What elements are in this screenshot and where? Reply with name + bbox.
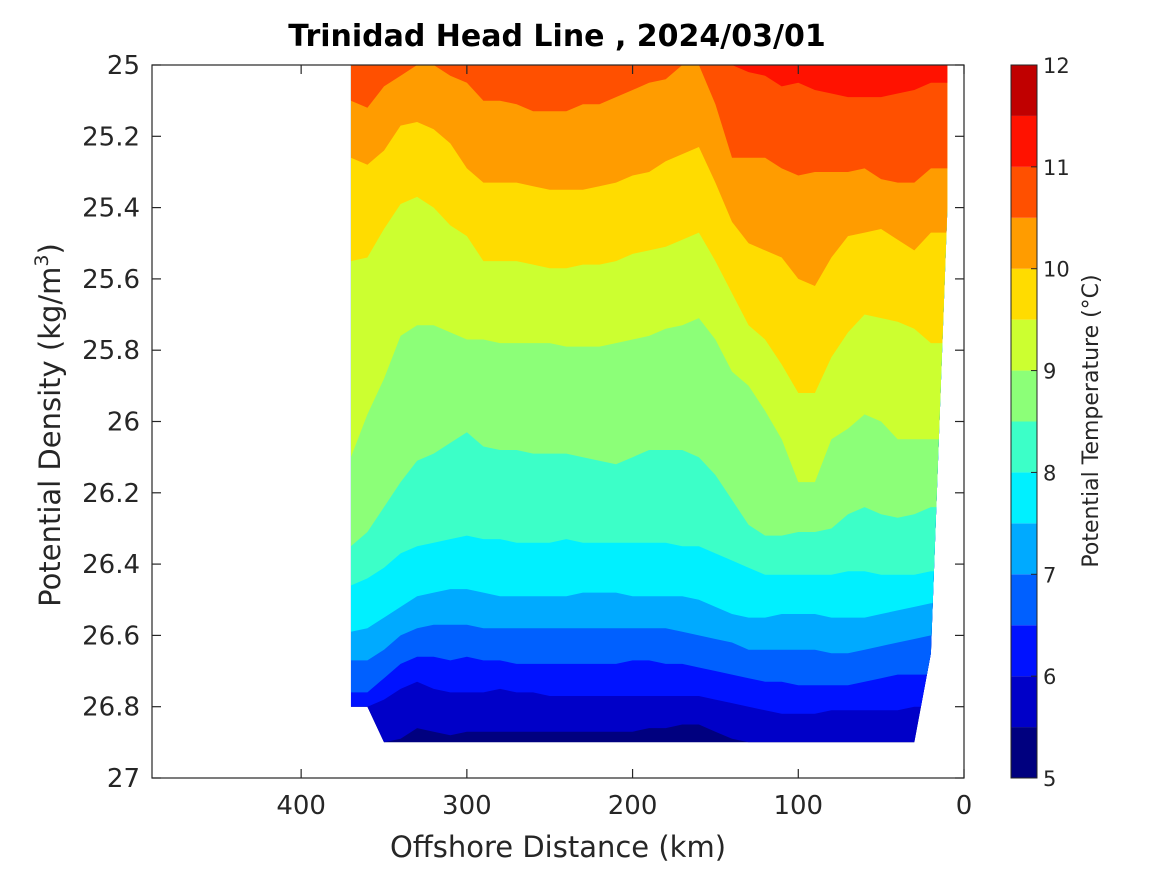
y-tick-label: 25.2 <box>82 122 140 152</box>
colorbar-segment <box>1011 472 1037 524</box>
colorbar-tick-label: 11 <box>1043 156 1070 180</box>
y-tick-label: 27 <box>107 764 140 794</box>
y-tick-label: 25.4 <box>82 194 140 224</box>
y-tick-label: 26.8 <box>82 693 140 723</box>
contour-band-11 <box>350 65 948 183</box>
colorbar-tick-label: 12 <box>1043 54 1070 78</box>
colorbar-segment <box>1011 523 1037 575</box>
y-axis-label: Potential Density (kg/m3) <box>31 243 67 607</box>
colorbar-tick-label: 9 <box>1043 360 1056 384</box>
colorbar-tick-label: 7 <box>1043 563 1056 587</box>
y-axis-ticks: 25 25.2 25.4 25.6 25.8 26 26.2 26.4 26.6 26.8 27 <box>82 51 964 794</box>
y-tick-label: 26.6 <box>82 621 140 651</box>
colorbar-segment <box>1011 574 1037 626</box>
colorbar-segment <box>1011 115 1037 167</box>
colorbar-segment <box>1011 166 1037 218</box>
colorbar-segment <box>1011 268 1037 320</box>
colorbar-tick-label: 6 <box>1043 665 1056 689</box>
colorbar-ticks: 5 6 7 8 9 10 11 12 <box>1031 54 1070 791</box>
y-axis-label-close: ) <box>33 243 67 254</box>
y-tick-label: 25.6 <box>82 265 140 295</box>
colorbar-segment <box>1011 370 1037 422</box>
y-axis-label-main: Potential Density (kg/m <box>33 267 67 607</box>
colorbar-tick-label: 8 <box>1043 461 1056 485</box>
colorbar-segment <box>1011 625 1037 677</box>
colorbar-segment <box>1011 319 1037 371</box>
colorbar-segment <box>1011 217 1037 269</box>
colorbar-segment <box>1011 65 1037 116</box>
y-tick-label: 26.2 <box>82 479 140 509</box>
x-axis-label: Offshore Distance (km) <box>390 830 726 864</box>
y-tick-label: 26 <box>107 408 140 438</box>
colorbar-segment <box>1011 676 1037 728</box>
x-tick-label: 200 <box>608 791 658 821</box>
colorbar-segment <box>1011 421 1037 473</box>
y-axis-label-superscript: 3 <box>31 254 53 266</box>
y-tick-label: 26.4 <box>82 550 140 580</box>
y-tick-label: 25 <box>107 51 140 81</box>
colorbar-label: Potential Temperature (°C) <box>1079 274 1104 567</box>
x-tick-label: 100 <box>773 791 823 821</box>
colorbar-frame <box>1010 64 1038 779</box>
x-tick-label: 300 <box>442 791 492 821</box>
colorbar-tick-label: 5 <box>1043 767 1056 791</box>
colorbar <box>1010 64 1038 779</box>
x-tick-label: 0 <box>956 791 973 821</box>
x-tick-label: 400 <box>276 791 326 821</box>
x-axis-ticks: 400 300 200 100 0 <box>276 65 972 821</box>
colorbar-segment <box>1011 727 1037 778</box>
colorbar-tick-label: 10 <box>1043 258 1070 282</box>
chart-title: Trinidad Head Line , 2024/03/01 <box>288 19 825 54</box>
y-tick-label: 25.8 <box>82 336 140 366</box>
contour-fills <box>350 65 948 743</box>
